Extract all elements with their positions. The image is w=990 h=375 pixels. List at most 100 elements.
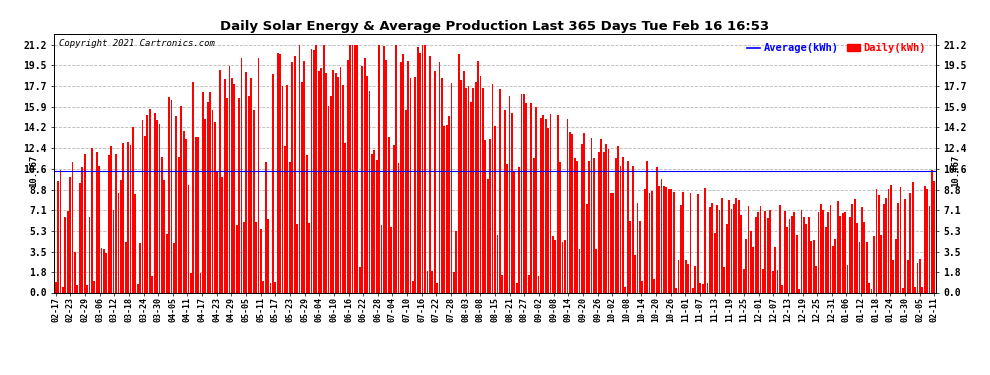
Bar — [161, 157, 162, 292]
Bar — [531, 103, 532, 292]
Legend: Average(kWh), Daily(kWh): Average(kWh), Daily(kWh) — [742, 39, 931, 57]
Bar — [603, 152, 605, 292]
Bar — [274, 282, 276, 292]
Bar — [569, 132, 571, 292]
Bar — [183, 131, 184, 292]
Bar — [818, 212, 820, 292]
Bar — [745, 238, 747, 292]
Bar — [257, 58, 259, 292]
Bar — [289, 162, 291, 292]
Bar — [613, 193, 614, 292]
Bar — [424, 45, 426, 292]
Bar — [286, 85, 288, 292]
Bar — [402, 54, 404, 292]
Bar — [704, 188, 706, 292]
Bar — [54, 282, 56, 292]
Bar — [441, 78, 443, 292]
Bar — [323, 45, 325, 292]
Bar — [363, 58, 365, 292]
Bar — [564, 240, 566, 292]
Bar — [890, 184, 892, 292]
Bar — [170, 100, 172, 292]
Bar — [190, 273, 192, 292]
Bar — [581, 144, 583, 292]
Bar — [653, 279, 655, 292]
Bar — [444, 126, 446, 292]
Bar — [455, 231, 457, 292]
Bar — [115, 153, 117, 292]
Bar — [863, 222, 865, 292]
Bar — [465, 88, 467, 292]
Bar — [771, 271, 773, 292]
Bar — [724, 267, 726, 292]
Bar — [549, 114, 551, 292]
Bar — [506, 164, 508, 292]
Bar — [655, 167, 657, 292]
Bar — [412, 280, 414, 292]
Bar — [646, 161, 648, 292]
Bar — [608, 149, 610, 292]
Bar — [559, 162, 561, 292]
Bar — [376, 159, 377, 292]
Bar — [714, 232, 716, 292]
Bar — [521, 94, 523, 292]
Bar — [501, 274, 503, 292]
Bar — [106, 253, 107, 292]
Bar — [875, 189, 877, 292]
Bar — [707, 283, 708, 292]
Bar — [351, 45, 353, 292]
Bar — [79, 183, 81, 292]
Bar — [685, 260, 687, 292]
Bar — [927, 189, 928, 292]
Bar — [588, 161, 590, 292]
Bar — [272, 75, 274, 292]
Bar — [523, 94, 525, 292]
Bar — [448, 116, 450, 292]
Bar — [388, 137, 390, 292]
Bar — [74, 252, 76, 292]
Bar — [851, 204, 853, 292]
Bar — [262, 280, 264, 292]
Bar — [825, 226, 827, 292]
Bar — [450, 83, 452, 292]
Bar — [741, 214, 742, 292]
Bar — [185, 139, 187, 292]
Bar — [540, 118, 542, 292]
Bar — [895, 238, 897, 292]
Bar — [140, 243, 141, 292]
Bar — [460, 80, 462, 292]
Bar — [467, 86, 469, 292]
Bar — [417, 47, 419, 292]
Bar — [489, 139, 491, 292]
Bar — [803, 217, 805, 292]
Bar — [798, 289, 800, 292]
Bar — [905, 199, 906, 292]
Bar — [308, 223, 310, 292]
Bar — [931, 170, 933, 292]
Bar — [574, 158, 575, 292]
Bar — [151, 276, 153, 292]
Bar — [202, 92, 204, 292]
Bar — [64, 217, 66, 292]
Bar — [516, 283, 518, 292]
Bar — [69, 177, 71, 292]
Bar — [675, 288, 677, 292]
Bar — [407, 61, 409, 292]
Bar — [291, 63, 293, 292]
Bar — [716, 205, 718, 292]
Bar — [142, 120, 144, 292]
Bar — [733, 204, 735, 292]
Bar — [366, 76, 368, 292]
Bar — [110, 146, 112, 292]
Bar — [98, 165, 100, 292]
Bar — [738, 200, 740, 292]
Bar — [361, 66, 363, 292]
Bar — [373, 150, 375, 292]
Bar — [243, 222, 245, 292]
Bar — [528, 274, 530, 292]
Bar — [477, 61, 479, 292]
Bar — [909, 193, 911, 292]
Bar — [207, 102, 209, 292]
Bar — [400, 63, 402, 292]
Bar — [870, 289, 872, 292]
